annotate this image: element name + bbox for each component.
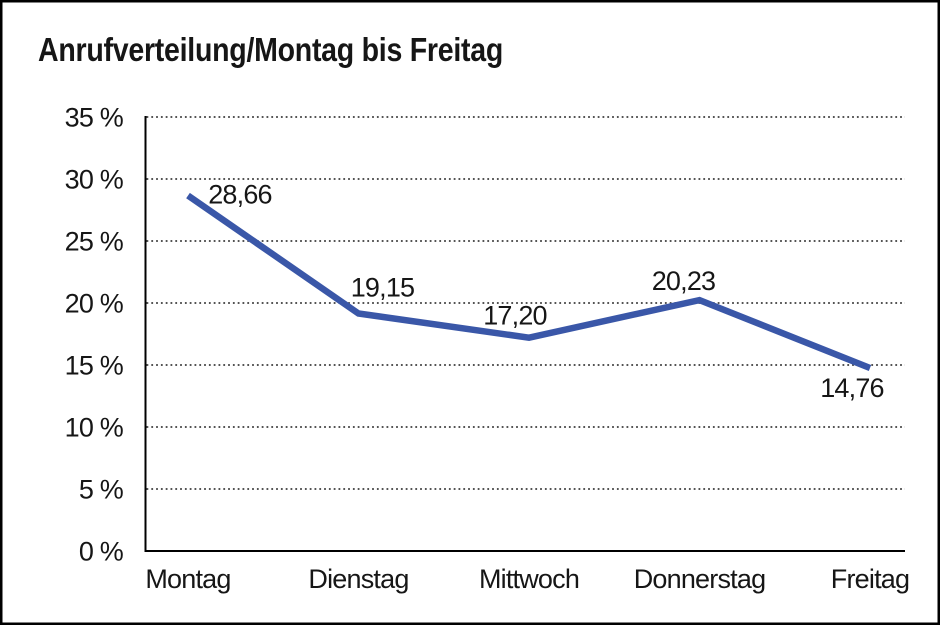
data-point-label: 14,76 — [820, 373, 884, 403]
x-category-label: Montag — [145, 564, 230, 594]
data-point-label: 20,23 — [652, 266, 716, 296]
data-point-label: 17,20 — [483, 301, 547, 331]
plot-area: 0 % 5 % 10 % 15 % 20 % 25 % 30 % 35 % Montag Dien… — [65, 103, 910, 595]
chart-title: Anrufverteilung/Montag bis Freitag — [38, 31, 503, 68]
y-tick-label: 10 % — [65, 413, 124, 443]
x-category-label: Donnerstag — [634, 564, 766, 594]
y-tick-label: 25 % — [65, 227, 124, 257]
data-line — [186, 192, 872, 372]
x-category-label: Freitag — [831, 564, 909, 594]
y-tick-label: 30 % — [65, 165, 124, 195]
y-tick-label: 35 % — [65, 103, 124, 133]
data-point-label: 28,66 — [208, 180, 272, 210]
y-tick-label: 0 % — [79, 537, 124, 567]
data-point-label: 19,15 — [351, 273, 415, 303]
y-tick-label: 5 % — [79, 475, 124, 505]
x-category-label: Mittwoch — [479, 564, 579, 594]
y-tick-label: 15 % — [65, 351, 124, 381]
x-category-label: Dienstag — [308, 564, 408, 594]
y-tick-label: 20 % — [65, 289, 124, 319]
